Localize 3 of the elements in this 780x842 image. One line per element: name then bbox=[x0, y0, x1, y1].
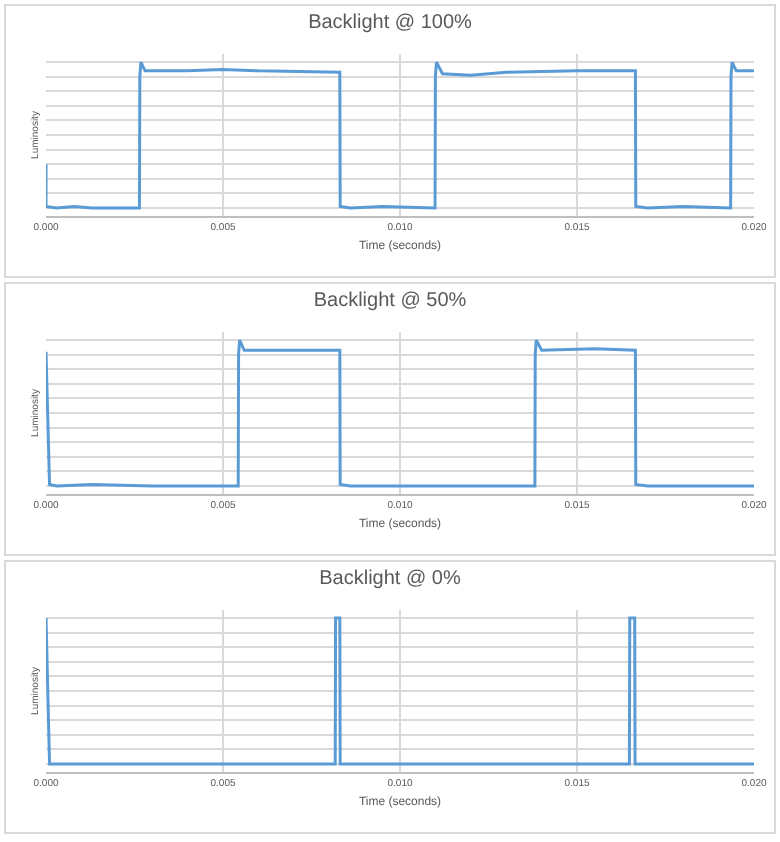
chart-title: Backlight @ 0% bbox=[319, 568, 461, 591]
chart-title: Backlight @ 100% bbox=[308, 12, 473, 35]
chart-title: Backlight @ 50% bbox=[313, 290, 467, 313]
